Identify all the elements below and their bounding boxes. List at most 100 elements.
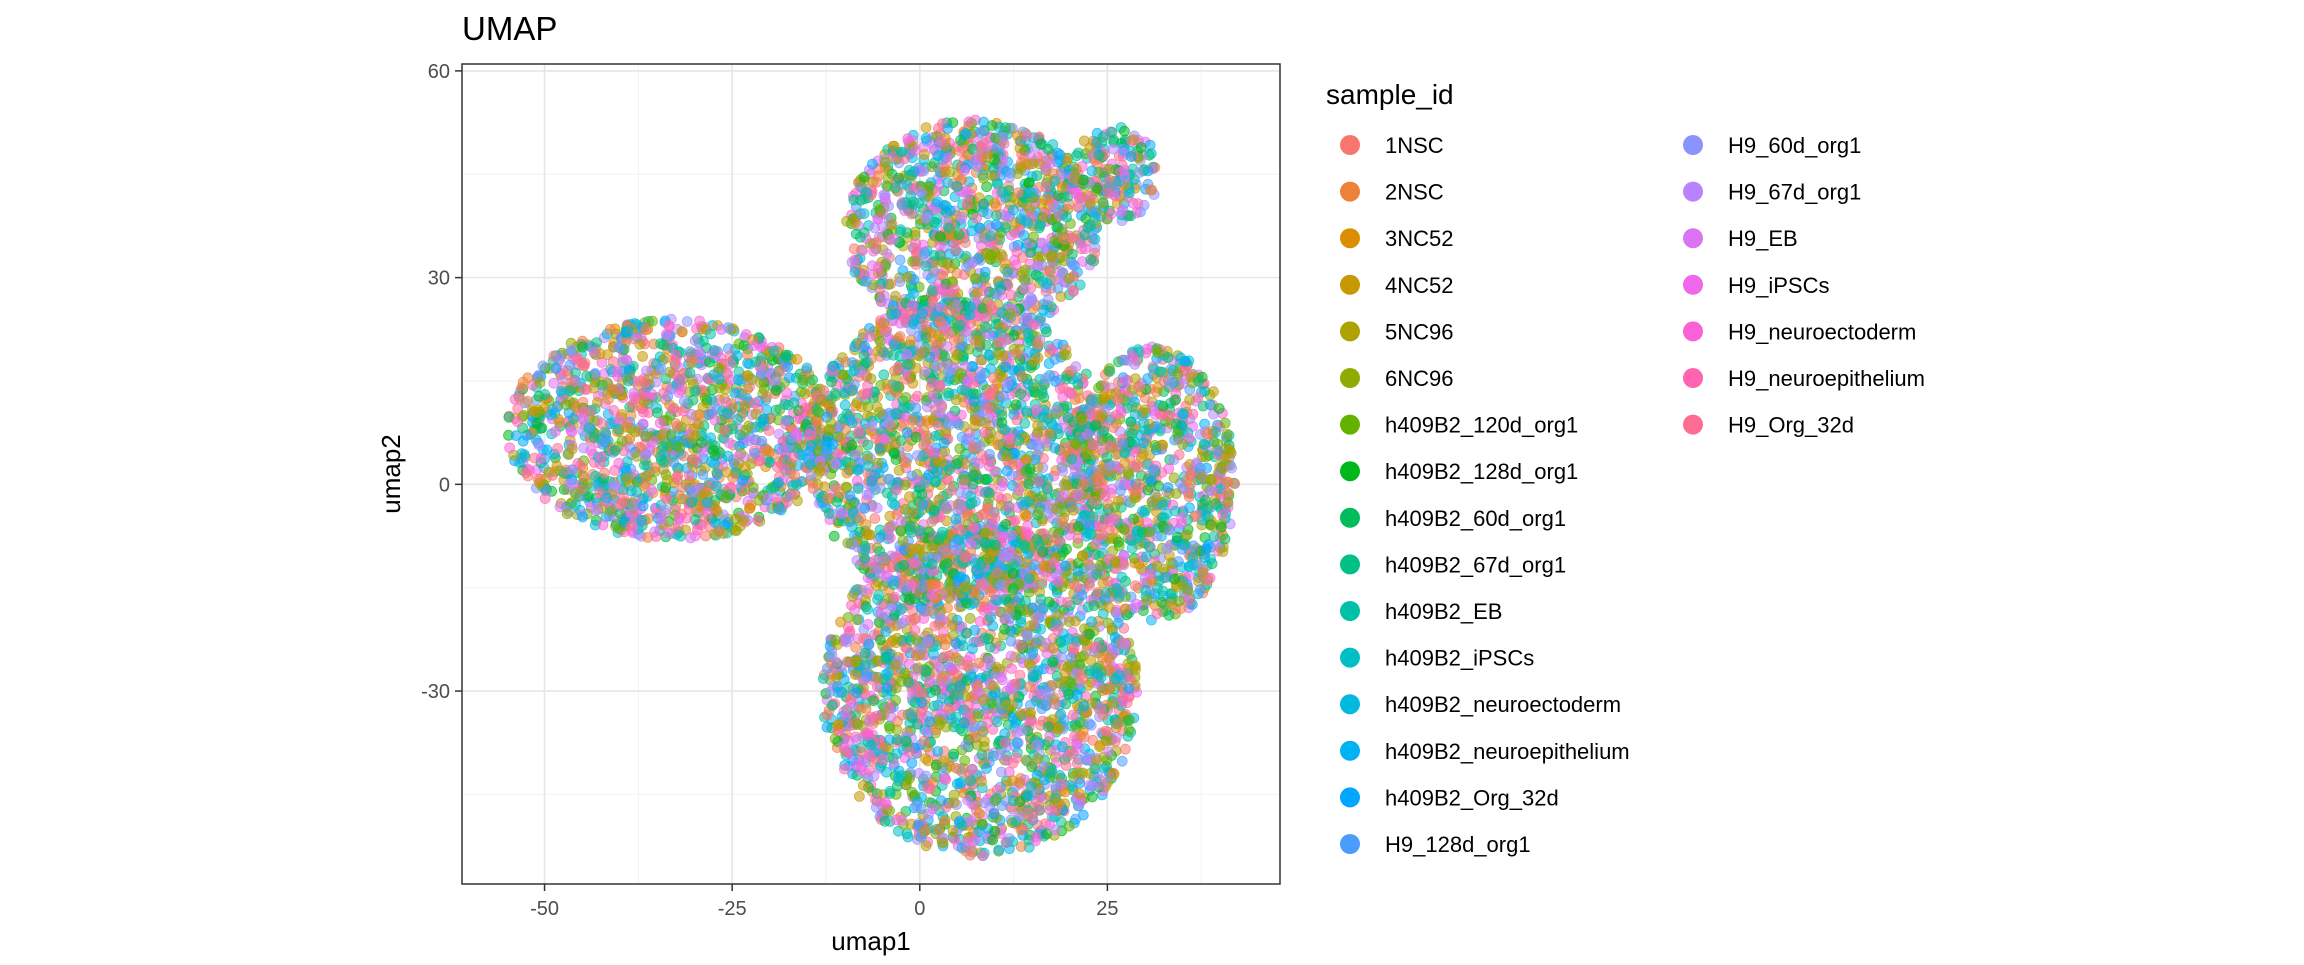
scatter-point [739,341,749,351]
scatter-point [1068,233,1078,243]
scatter-point [696,438,706,448]
scatter-point [967,644,977,654]
scatter-point [1086,221,1096,231]
scatter-point [947,621,957,631]
scatter-point [724,438,734,448]
scatter-point [842,216,852,226]
scatter-point [679,396,689,406]
scatter-point [602,493,612,503]
scatter-point [1066,678,1076,688]
scatter-point [994,845,1004,855]
scatter-point [1054,610,1064,620]
scatter-point [888,234,898,244]
scatter-point [690,336,700,346]
scatter-point [1120,640,1130,650]
scatter-point [910,625,920,635]
scatter-point [802,363,812,373]
scatter-point [1044,722,1054,732]
scatter-point [743,350,753,360]
scatter-point [936,251,946,261]
scatter-point [685,347,695,357]
scatter-point [1032,740,1042,750]
scatter-point [939,757,949,767]
scatter-point [714,374,724,384]
scatter-point [1025,682,1035,692]
scatter-point [870,223,880,233]
scatter-point [1104,747,1114,757]
scatter-point [1072,768,1082,778]
scatter-point [550,427,560,437]
scatter-point [953,670,963,680]
scatter-point [879,190,889,200]
scatter-point [917,698,927,708]
scatter-point [1027,296,1037,306]
scatter-point [1075,653,1085,663]
scatter-point [762,392,772,402]
scatter-point [777,445,787,455]
scatter-point [901,736,911,746]
scatter-point [979,798,989,808]
scatter-point [1108,768,1118,778]
scatter-point [651,532,661,542]
scatter-point [589,347,599,357]
scatter-point [979,199,989,209]
scatter-point [949,284,959,294]
scatter-point [706,329,716,339]
scatter-point [852,615,862,625]
scatter-point [989,809,999,819]
scatter-point [911,146,921,156]
scatter-point [709,459,719,469]
scatter-point [665,367,675,377]
scatter-point [919,249,929,259]
scatter-point [1019,274,1029,284]
scatter-point [895,255,905,265]
scatter-point [722,409,732,419]
scatter-point [1064,821,1074,831]
scatter-point [921,771,931,781]
scatter-point [961,740,971,750]
scatter-point [881,670,891,680]
scatter-point [991,795,1001,805]
scatter-point [827,700,837,710]
scatter-point [1043,144,1053,154]
scatter-point [753,515,763,525]
scatter-point [676,385,686,395]
scatter-point [780,464,790,474]
scatter-point [714,363,724,373]
scatter-point [1076,731,1086,741]
scatter-point [657,514,667,524]
scatter-point [733,415,743,425]
scatter-point [1080,752,1090,762]
scatter-point [864,639,874,649]
scatter-point [906,709,916,719]
scatter-point [1074,801,1084,811]
scatter-point [943,178,953,188]
scatter-point [977,776,987,786]
scatter-point [715,383,725,393]
scatter-point [623,326,633,336]
scatter-point [853,720,863,730]
scatter-point [813,392,823,402]
scatter-point [562,509,572,519]
scatter-point [861,277,871,287]
scatter-point [966,776,976,786]
scatter-point [894,773,904,783]
scatter-point [608,385,618,395]
scatter-point [1024,178,1034,188]
scatter-point [1045,805,1055,815]
scatter-point [960,165,970,175]
scatter-point [859,172,869,182]
scatter-point [933,197,943,207]
scatter-point [855,209,865,219]
scatter-point [818,674,828,684]
scatter-point [897,200,907,210]
scatter-point [664,321,674,331]
scatter-point [712,469,722,479]
scatter-point [843,634,853,644]
scatter-point [1046,252,1056,262]
scatter-point [568,414,578,424]
scatter-point [523,373,533,383]
scatter-point [788,452,798,462]
scatter-point [903,832,913,842]
